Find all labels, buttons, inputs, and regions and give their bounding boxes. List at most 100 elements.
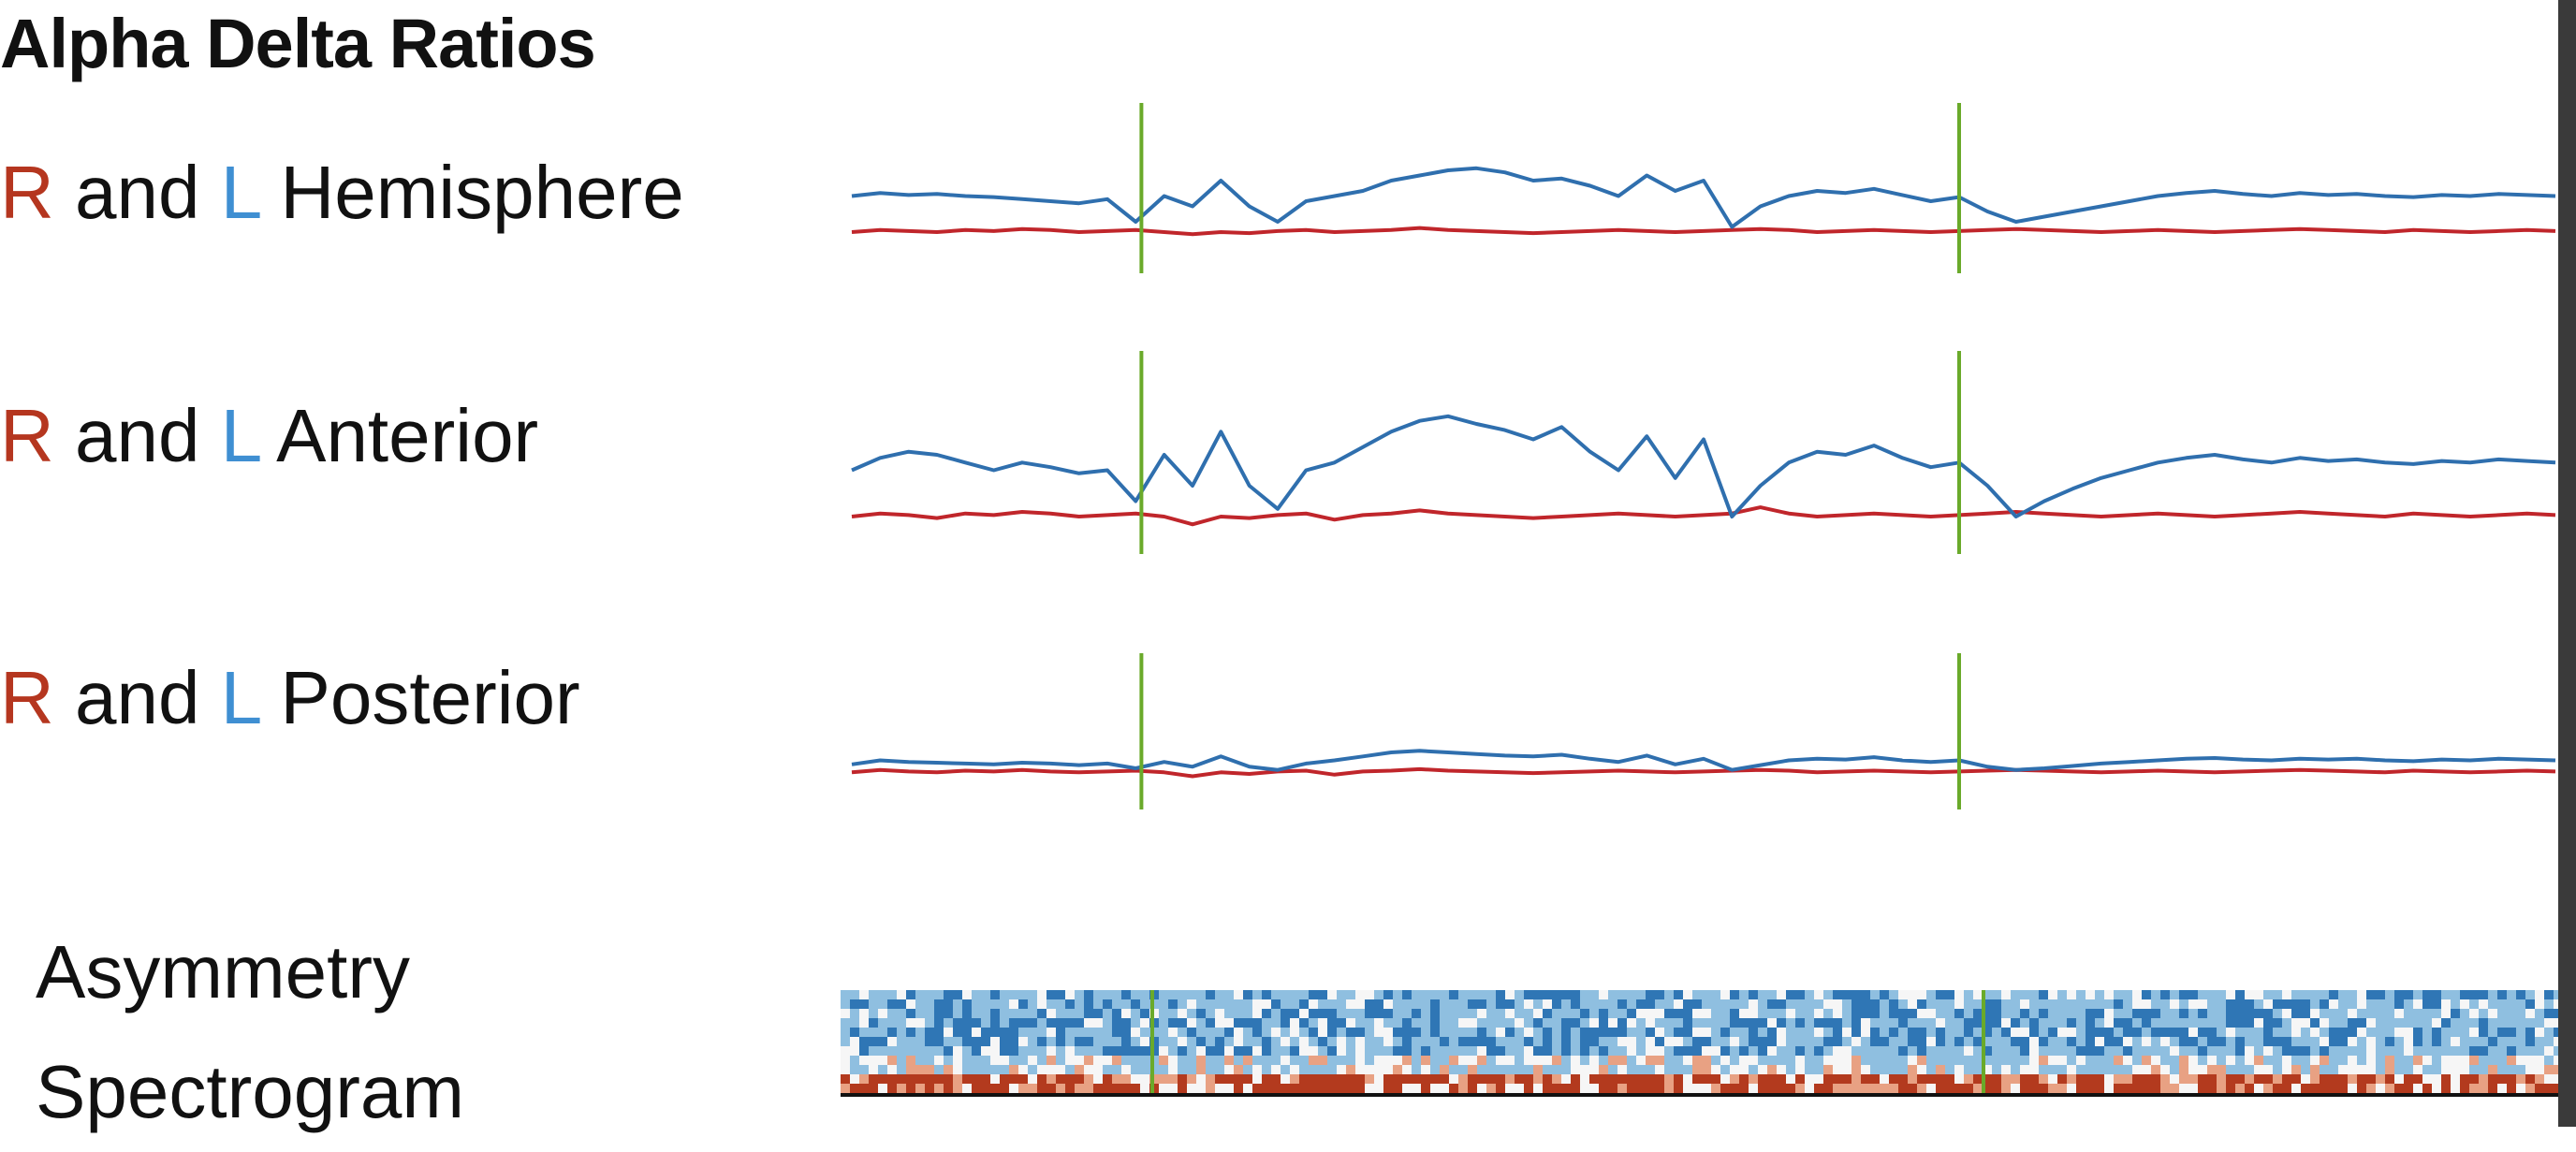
heatmap-cell (1084, 1046, 1094, 1057)
heatmap-cell (878, 1028, 888, 1038)
heatmap-cell (1028, 1074, 1038, 1085)
row-label-posterior: R and L Posterior (0, 655, 580, 741)
heatmap-cell (2376, 999, 2386, 1010)
heatmap-cell (2460, 1028, 2470, 1038)
heatmap-cell (2179, 999, 2189, 1010)
heatmap-cell (953, 999, 963, 1010)
heatmap-cell (2142, 1084, 2152, 1094)
heatmap-cell (2404, 1046, 2414, 1057)
heatmap-cell (1805, 999, 1815, 1010)
heatmap-cell (925, 1028, 935, 1038)
heatmap-cell (2011, 990, 2021, 1000)
heatmap-cell (2385, 1056, 2395, 1066)
heatmap-cell (1608, 990, 1618, 1000)
heatmap-cell (1112, 1009, 1122, 1019)
heatmap-cell (1206, 1056, 1216, 1066)
heatmap-cell (2086, 1028, 2096, 1038)
heatmap-cell (1103, 990, 1113, 1000)
heatmap-cell (1842, 1037, 1852, 1047)
heatmap-cell (981, 1084, 991, 1094)
heatmap-cell (1533, 1028, 1544, 1038)
heatmap-cell (850, 1009, 860, 1019)
heatmap-cell (2020, 1009, 2030, 1019)
heatmap-cell (1552, 999, 1562, 1010)
heatmap-cell (2413, 990, 2423, 1000)
heatmap-cell (1880, 1028, 1890, 1038)
heatmap-cell (981, 1018, 991, 1028)
heatmap-cell (1777, 1074, 1787, 1085)
heatmap-cell (1299, 1065, 1310, 1075)
heatmap-cell (1945, 1065, 1955, 1075)
heatmap-cell (2029, 999, 2040, 1010)
heatmap-cell (1037, 1046, 1047, 1057)
heatmap-cell (1571, 1074, 1581, 1085)
heatmap-cell (1758, 1046, 1768, 1057)
heatmap-cell (2488, 1046, 2498, 1057)
heatmap-cell (897, 990, 907, 1000)
heatmap-cell (1702, 1074, 1712, 1085)
heatmap-cell (2291, 999, 2302, 1010)
heatmap-cell (2488, 1056, 2498, 1066)
heatmap-cell (925, 990, 935, 1000)
heatmap-cell (1234, 1037, 1244, 1047)
heatmap-cell (1795, 1084, 1806, 1094)
heatmap-cell (1393, 1074, 1403, 1085)
heatmap-cell (1515, 1046, 1525, 1057)
heatmap-cell (2535, 999, 2545, 1010)
heatmap-cell (1561, 999, 1572, 1010)
heatmap-cell (2394, 1018, 2405, 1028)
heatmap-cell (887, 1028, 898, 1038)
heatmap-cell (1908, 1065, 1918, 1075)
heatmap-cell (1196, 999, 1207, 1010)
heatmap-cell (1805, 1009, 1815, 1019)
heatmap-cell (1739, 1046, 1749, 1057)
heatmap-cell (1786, 1028, 1796, 1038)
heatmap-cell (2086, 999, 2096, 1010)
heatmap-cell (1103, 1009, 1113, 1019)
heatmap-cell (1168, 1056, 1178, 1066)
heatmap-cell (1103, 1056, 1113, 1066)
heatmap-cell (1486, 1046, 1497, 1057)
heatmap-cell (962, 999, 973, 1010)
heatmap-cell (1515, 1084, 1525, 1094)
heatmap-cell (1309, 1037, 1319, 1047)
heatmap-cell (1178, 1009, 1188, 1019)
heatmap-cell (962, 1018, 973, 1028)
heatmap-cell (944, 1009, 954, 1019)
heatmap-cell (1589, 1074, 1600, 1085)
heatmap-cell (1543, 1084, 1553, 1094)
heatmap-cell (2263, 1018, 2274, 1028)
heatmap-cell (906, 1028, 916, 1038)
heatmap-cell (1636, 1018, 1647, 1028)
heatmap-cell (2245, 999, 2255, 1010)
heatmap-cell (2320, 1018, 2330, 1028)
heatmap-cell (2460, 990, 2470, 1000)
heatmap-cell (2507, 1009, 2517, 1019)
heatmap-cell (2160, 999, 2171, 1010)
heatmap-cell (1299, 990, 1310, 1000)
heatmap-cell (1037, 1084, 1047, 1094)
heatmap-cell (1468, 990, 1478, 1000)
heatmap-cell (850, 1037, 860, 1047)
heatmap-cell (2039, 1084, 2049, 1094)
heatmap-cell (1589, 1046, 1600, 1057)
heatmap-cell (1327, 1065, 1338, 1075)
heatmap-cell (2497, 1037, 2508, 1047)
heatmap-cell (2179, 1074, 2189, 1085)
heatmap-cell (2488, 1065, 2498, 1075)
heatmap-cell (1543, 999, 1553, 1010)
heatmap-cell (1046, 1028, 1057, 1038)
heatmap-cell (1627, 1037, 1637, 1047)
heatmap-cell (897, 999, 907, 1010)
heatmap-cell (1842, 999, 1852, 1010)
heatmap-cell (2245, 1046, 2255, 1057)
heatmap-cell (1720, 1084, 1731, 1094)
heatmap-cell (915, 1084, 926, 1094)
heatmap-cell (1224, 990, 1235, 1000)
heatmap-cell (1945, 1018, 1955, 1028)
heatmap-cell (1496, 1084, 1506, 1094)
heatmap-cell (859, 1065, 870, 1075)
heatmap-cell (2291, 1065, 2302, 1075)
heatmap-cell (1702, 1009, 1712, 1019)
heatmap-cell (1823, 1074, 1834, 1085)
